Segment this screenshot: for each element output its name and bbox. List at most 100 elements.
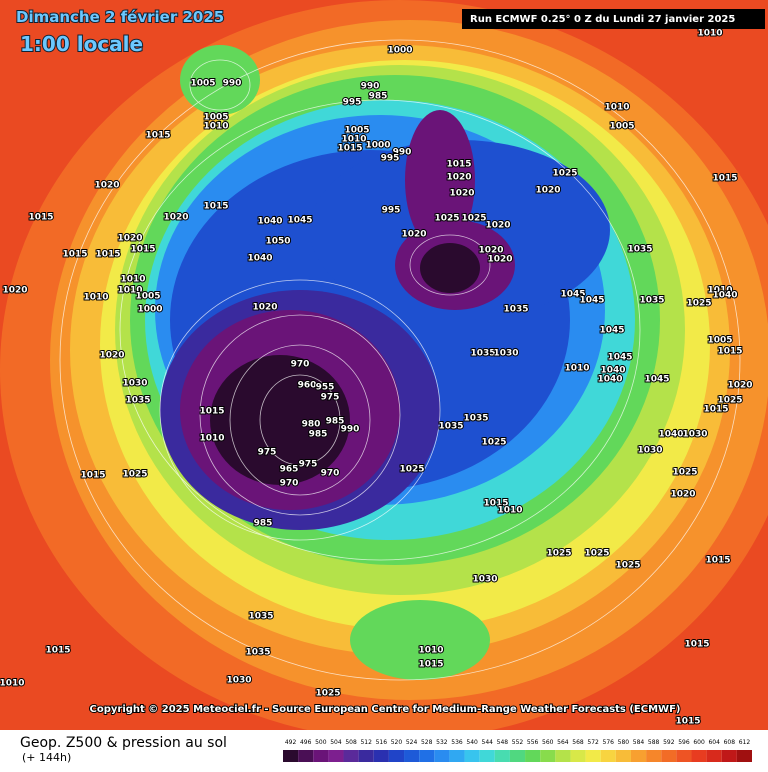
scale-swatch — [494, 750, 510, 762]
pressure-label: 1010 — [497, 506, 522, 516]
pressure-label: 985 — [309, 430, 328, 440]
pressure-label: 1040 — [257, 217, 282, 227]
scale-swatch — [298, 750, 314, 762]
scale-swatch — [646, 750, 662, 762]
pressure-label: 1015 — [145, 131, 170, 141]
pressure-label: 1020 — [535, 186, 560, 196]
pressure-label: 1035 — [438, 422, 463, 432]
scale-label: 516 — [376, 739, 388, 746]
pressure-label: 990 — [361, 82, 380, 92]
pressure-label: 1000 — [137, 305, 162, 315]
pressure-label: 1020 — [163, 213, 188, 223]
pressure-label: 1035 — [503, 305, 528, 315]
scale-label: 608 — [724, 739, 736, 746]
pressure-label: 1030 — [122, 379, 147, 389]
pressure-label: 1015 — [717, 347, 742, 357]
scale-swatch — [358, 750, 374, 762]
scale-label: 500 — [315, 739, 327, 746]
scale-label: 584 — [633, 739, 645, 746]
pressure-label: 1005 — [190, 79, 215, 89]
pressure-label: 1035 — [627, 245, 652, 255]
pressure-label: 1020 — [401, 230, 426, 240]
scale-swatch — [283, 750, 299, 762]
scale-swatch — [343, 750, 359, 762]
pressure-label: 965 — [280, 465, 299, 475]
scale-swatch — [404, 750, 420, 762]
scale-swatch — [328, 750, 344, 762]
pressure-label: 1040 — [712, 291, 737, 301]
scale-label: 580 — [618, 739, 630, 746]
pressure-label: 975 — [321, 393, 340, 403]
time: 1:00 locale — [20, 32, 143, 56]
pressure-label: 1035 — [639, 296, 664, 306]
pressure-label: 990 — [393, 148, 412, 158]
run-box — [462, 9, 765, 29]
pressure-label: 1020 — [252, 303, 277, 313]
scale-swatch — [661, 750, 677, 762]
scale-label: 576 — [603, 739, 615, 746]
pressure-label: 1000 — [365, 141, 390, 151]
scale-swatch — [313, 750, 329, 762]
pressure-label: 1020 — [446, 173, 471, 183]
pressure-label: 1005 — [203, 113, 228, 123]
pressure-label: 1010 — [83, 293, 108, 303]
scale-swatch — [615, 750, 631, 762]
pressure-label: 1040 — [658, 430, 683, 440]
scale-label: 568 — [572, 739, 584, 746]
pressure-label: 1015 — [337, 144, 362, 154]
pressure-label: 990 — [223, 79, 242, 89]
pressure-label: 1025 — [399, 465, 424, 475]
scale-label: 540 — [466, 739, 478, 746]
pressure-label: 1020 — [2, 286, 27, 296]
pressure-label: 1015 — [705, 556, 730, 566]
scale-swatch — [600, 750, 616, 762]
scale-label: 560 — [542, 739, 554, 746]
pressure-label: 1035 — [248, 612, 273, 622]
pressure-label: 1000 — [387, 46, 412, 56]
pressure-label: 1015 — [675, 717, 700, 727]
scale-label: 496 — [300, 739, 312, 746]
pressure-label: 1015 — [418, 660, 443, 670]
pressure-label: 960 — [298, 381, 317, 391]
scale-swatch — [585, 750, 601, 762]
pressure-label: 1010 — [0, 679, 25, 689]
pressure-label: 1010 — [707, 286, 732, 296]
scale-label: 528 — [421, 739, 433, 746]
pressure-label: 1025 — [717, 396, 742, 406]
pressure-label: 985 — [326, 417, 345, 427]
pressure-label: 955 — [316, 383, 335, 393]
pressure-label: 1010 — [564, 364, 589, 374]
pressure-label: 1020 — [487, 255, 512, 265]
pressure-label: 1005 — [609, 122, 634, 132]
pressure-label: 985 — [369, 92, 388, 102]
pressure-label: 1010 — [341, 135, 366, 145]
pressure-label: 1030 — [472, 575, 497, 585]
pressure-label: 970 — [280, 479, 299, 489]
pressure-label: 1050 — [265, 237, 290, 247]
scale-label: 600 — [693, 739, 705, 746]
scale-label: 612 — [739, 739, 751, 746]
scale-swatch — [419, 750, 435, 762]
pressure-label: 990 — [341, 425, 360, 435]
pressure-label: 1040 — [600, 366, 625, 376]
scale-label: 604 — [708, 739, 720, 746]
pressure-label: 1045 — [287, 216, 312, 226]
pressure-label: 1030 — [226, 676, 251, 686]
date: Dimanche 2 février 2025 — [16, 8, 224, 26]
scale-label: 544 — [482, 739, 494, 746]
scale-label: 552 — [512, 739, 524, 746]
scale-swatch — [555, 750, 571, 762]
pressure-label: 1005 — [707, 336, 732, 346]
legend-lead: (+ 144h) — [22, 751, 71, 764]
pressure-label: 1025 — [461, 214, 486, 224]
scale-swatch — [434, 750, 450, 762]
pressure-label: 1040 — [597, 375, 622, 385]
scale-swatch — [464, 750, 480, 762]
scale-swatch — [691, 750, 707, 762]
scale-label: 504 — [330, 739, 342, 746]
scale-swatch — [630, 750, 647, 762]
scale-swatch — [706, 750, 722, 762]
scale-label: 596 — [678, 739, 690, 746]
pressure-label: 980 — [302, 420, 321, 430]
